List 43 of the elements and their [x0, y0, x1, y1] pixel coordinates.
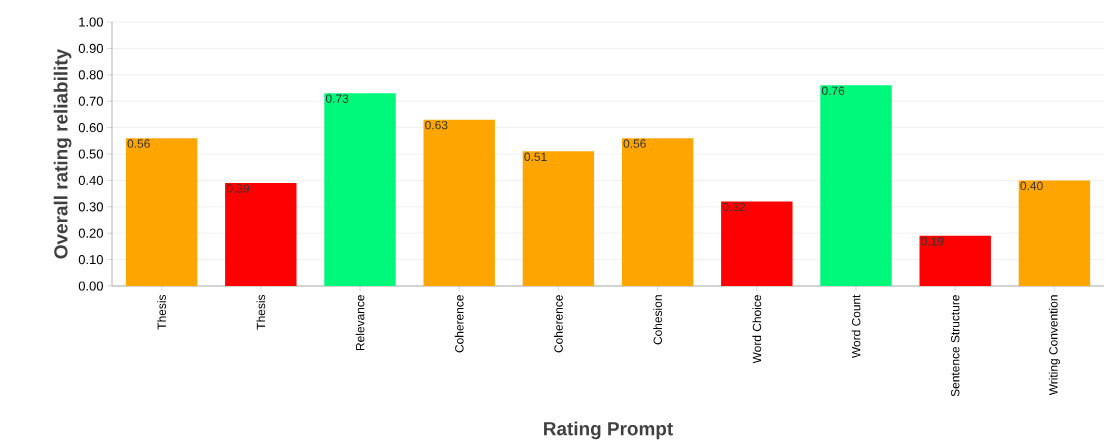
- y-tick-label: 0.20: [78, 228, 103, 238]
- bar: [125, 138, 198, 286]
- data-label: 0.56: [623, 139, 646, 148]
- y-tick-label: 0.60: [78, 123, 103, 133]
- data-label: 0.32: [722, 202, 745, 212]
- x-tick-label: Coherence: [554, 295, 563, 353]
- y-tick-label: 0.00: [78, 281, 103, 291]
- x-tick-label: Cohesion: [653, 295, 662, 345]
- y-tick-label: 0.80: [78, 70, 103, 80]
- x-tick-label: Word Choice: [752, 295, 762, 364]
- bar: [522, 151, 595, 286]
- bar: [423, 119, 495, 286]
- y-tick-label: 0.10: [78, 255, 103, 265]
- bar: [225, 183, 297, 286]
- y-tick-label: 0.70: [78, 96, 103, 106]
- bar: [1018, 180, 1091, 286]
- y-tick-label: 0.50: [78, 149, 103, 159]
- x-tick-label: Word Count: [851, 294, 861, 359]
- y-tick-label: 0.90: [78, 43, 103, 53]
- data-label: 0.39: [226, 184, 249, 193]
- x-tick-label: Thesis: [256, 294, 266, 330]
- bar: [721, 201, 793, 286]
- y-tick-label: 0.40: [78, 175, 103, 185]
- x-tick-label: Sentence Structure: [950, 295, 960, 397]
- data-label: 0.19: [921, 237, 944, 246]
- x-axis-title: Rating Prompt: [544, 421, 673, 440]
- data-label: 0.63: [425, 120, 448, 130]
- x-tick-label: Coherence: [454, 295, 464, 353]
- data-label: 0.76: [821, 86, 845, 96]
- x-tick-label: Thesis: [157, 294, 166, 330]
- bar: [919, 235, 991, 286]
- bar: [621, 138, 694, 286]
- bar: [820, 85, 892, 286]
- data-label: 0.73: [325, 94, 349, 103]
- y-axis-title: Overall rating reliability: [53, 48, 72, 259]
- y-tick-label: 0.30: [78, 202, 103, 212]
- bar: [324, 93, 396, 286]
- x-tick-label: Writing Convention: [1048, 295, 1060, 396]
- data-label: 0.56: [127, 139, 150, 148]
- y-tick-label: 1.00: [79, 17, 103, 27]
- data-label: 0.40: [1020, 181, 1043, 191]
- x-tick-label: Relevance: [355, 295, 365, 351]
- data-label: 0.51: [524, 152, 547, 162]
